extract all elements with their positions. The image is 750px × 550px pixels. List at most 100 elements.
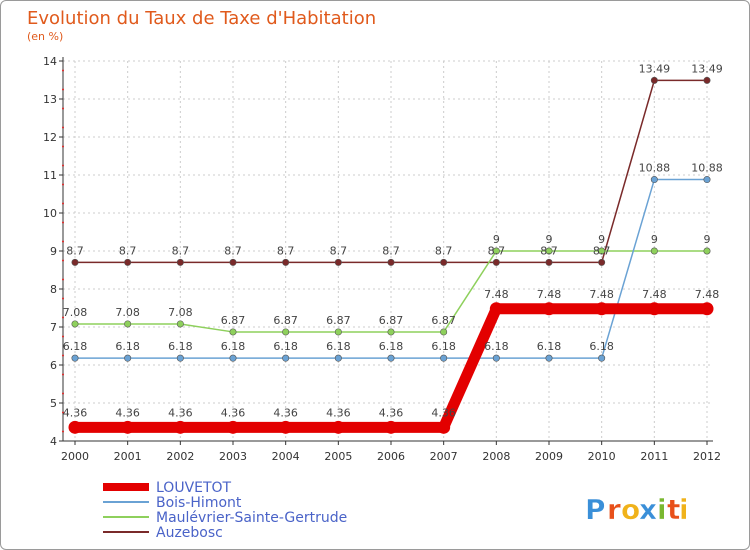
data-label: 9 — [704, 233, 711, 246]
y-tick-label: 8 — [50, 283, 57, 296]
data-label: 9 — [546, 233, 553, 246]
x-tick-label: 2004 — [272, 450, 300, 463]
data-point — [124, 258, 132, 266]
data-label: 9 — [598, 233, 605, 246]
data-label: 6.87 — [326, 314, 351, 327]
data-point — [229, 258, 237, 266]
data-point — [437, 420, 451, 434]
data-label: 7.08 — [115, 306, 140, 319]
data-label: 7.48 — [589, 288, 614, 301]
data-point — [68, 420, 82, 434]
data-point — [176, 354, 184, 362]
y-tick-label: 14 — [43, 55, 57, 68]
data-label: 6.18 — [589, 340, 614, 353]
data-point — [282, 328, 290, 336]
x-tick-label: 2003 — [219, 450, 247, 463]
data-point — [282, 258, 290, 266]
data-label: 6.87 — [221, 314, 246, 327]
data-label: 8.7 — [435, 244, 453, 257]
y-tick-label: 7 — [50, 321, 57, 334]
data-point — [176, 320, 184, 328]
logo-letter: P — [585, 493, 606, 526]
data-point — [387, 258, 395, 266]
x-tick-label: 2001 — [114, 450, 142, 463]
chart-title: Evolution du Taux de Taxe d'Habitation — [27, 8, 376, 29]
x-tick-label: 2000 — [61, 450, 89, 463]
data-label: 6.18 — [168, 340, 193, 353]
data-point — [331, 420, 345, 434]
data-point — [700, 302, 714, 316]
data-point — [121, 420, 135, 434]
data-label: 6.87 — [431, 314, 456, 327]
data-label: 4.36 — [115, 406, 140, 419]
logo-letter: o — [621, 493, 640, 526]
data-label: 9 — [493, 233, 500, 246]
data-point — [387, 354, 395, 362]
data-label: 6.18 — [379, 340, 404, 353]
data-label: 4.36 — [63, 406, 88, 419]
data-point — [226, 420, 240, 434]
data-label: 13.49 — [691, 62, 723, 75]
data-point — [703, 247, 711, 255]
data-point — [650, 176, 658, 184]
data-label: 8.7 — [277, 244, 295, 257]
data-point — [71, 354, 79, 362]
data-point — [334, 328, 342, 336]
data-label: 8.7 — [330, 244, 348, 257]
logo-letter: t — [667, 493, 680, 526]
x-tick-label: 2011 — [640, 450, 668, 463]
data-label: 8.7 — [119, 244, 137, 257]
data-point — [703, 76, 711, 84]
data-point — [598, 247, 606, 255]
logo-letter: i — [657, 493, 667, 526]
data-point — [71, 320, 79, 328]
data-point — [334, 258, 342, 266]
data-label: 4.36 — [221, 406, 246, 419]
data-point — [492, 247, 500, 255]
data-point — [647, 302, 661, 316]
y-tick-label: 12 — [43, 131, 57, 144]
data-point — [440, 328, 448, 336]
data-label: 6.18 — [221, 340, 246, 353]
x-tick-label: 2002 — [166, 450, 194, 463]
data-label: 6.87 — [379, 314, 404, 327]
data-point — [545, 247, 553, 255]
data-label: 13.49 — [639, 62, 671, 75]
data-point — [595, 302, 609, 316]
data-point — [598, 354, 606, 362]
data-point — [124, 354, 132, 362]
legend-label: Bois-Himont — [156, 495, 242, 511]
data-point — [384, 420, 398, 434]
data-point — [282, 354, 290, 362]
data-label: 6.18 — [115, 340, 140, 353]
data-point — [334, 354, 342, 362]
data-label: 4.36 — [326, 406, 351, 419]
data-point — [387, 328, 395, 336]
data-label: 10.88 — [639, 162, 671, 175]
data-label: 7.48 — [484, 288, 509, 301]
chart-subtitle: (en %) — [27, 30, 63, 43]
data-label: 8.7 — [224, 244, 242, 257]
x-tick-label: 2009 — [535, 450, 563, 463]
legend-label: Auzebosc — [156, 525, 223, 541]
y-tick-label: 13 — [43, 93, 57, 106]
data-point — [229, 354, 237, 362]
data-label: 8.7 — [488, 244, 506, 257]
x-tick-label: 2012 — [693, 450, 721, 463]
data-point — [545, 258, 553, 266]
data-point — [229, 328, 237, 336]
data-point — [650, 76, 658, 84]
data-label: 6.18 — [273, 340, 298, 353]
data-label: 8.7 — [66, 244, 84, 257]
y-tick-label: 4 — [50, 435, 57, 448]
data-label: 7.08 — [63, 306, 88, 319]
data-label: 6.18 — [484, 340, 509, 353]
data-point — [440, 258, 448, 266]
data-label: 9 — [651, 233, 658, 246]
y-tick-label: 10 — [43, 207, 57, 220]
x-tick-label: 2006 — [377, 450, 405, 463]
data-label: 6.18 — [326, 340, 351, 353]
data-point — [703, 176, 711, 184]
